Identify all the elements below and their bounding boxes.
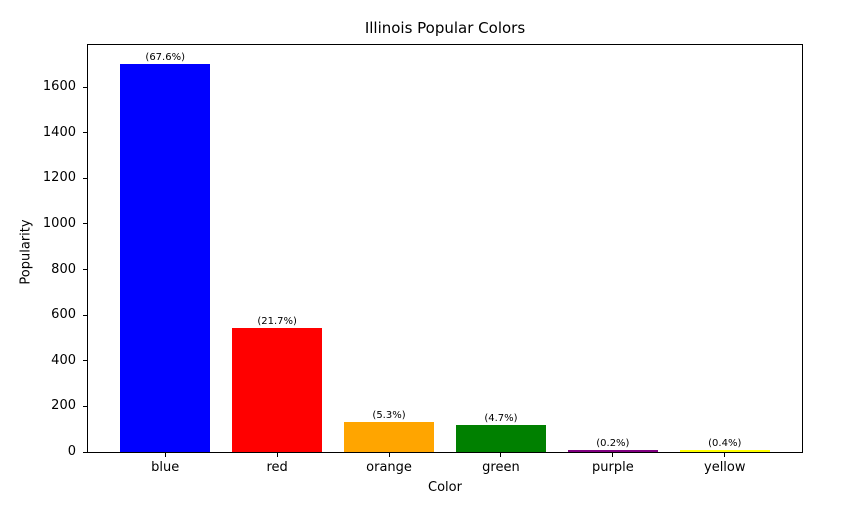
x-tick-label: orange	[366, 460, 412, 475]
bar-yellow	[680, 449, 770, 452]
y-tick-label: 800	[51, 261, 76, 277]
x-tick-mark	[276, 453, 278, 457]
y-tick-label: 0	[67, 444, 76, 459]
x-tick-mark	[612, 453, 614, 457]
chart-title: Illinois Popular Colors	[364, 19, 526, 37]
y-tick-label: 200	[51, 398, 76, 414]
y-tick-mark	[83, 269, 87, 271]
y-tick-label: 600	[51, 307, 76, 323]
bar-value-label: (67.6%)	[145, 52, 185, 64]
x-tick-mark	[500, 453, 502, 457]
y-tick-label: 1000	[42, 215, 76, 231]
y-tick-mark	[83, 132, 87, 134]
bar-value-label: (21.7%)	[257, 315, 297, 327]
y-tick-mark	[83, 86, 87, 88]
y-tick-mark	[83, 360, 87, 362]
y-tick-mark	[83, 314, 87, 316]
bar-value-label: (0.4%)	[708, 437, 742, 449]
plot-area: 0 200 400 600 800 1000 1200 1400 1600 (67.6%) blue…	[43, 44, 803, 475]
y-tick-label: 1200	[42, 170, 76, 186]
y-tick-mark	[83, 223, 87, 225]
y-tick-mark	[83, 177, 87, 179]
y-tick-mark	[83, 405, 87, 407]
x-tick-label: purple	[592, 460, 634, 475]
x-axis-label: Color	[428, 480, 462, 495]
bar-value-label: (4.7%)	[484, 413, 518, 425]
bar-orange	[344, 421, 434, 452]
x-tick-mark	[164, 453, 166, 457]
x-tick-mark	[388, 453, 390, 457]
bar-green	[456, 425, 546, 452]
y-tick-label: 1600	[42, 79, 76, 95]
y-tick-mark	[83, 451, 87, 453]
bar-value-label: (0.2%)	[596, 438, 630, 449]
x-tick-label: red	[266, 460, 288, 475]
bar-red	[232, 327, 322, 452]
x-tick-label: yellow	[704, 460, 746, 475]
bar-purple	[568, 450, 658, 452]
bar-blue	[120, 64, 210, 452]
y-tick-label: 400	[51, 352, 76, 368]
x-tick-mark	[724, 453, 726, 457]
x-tick-label: green	[482, 460, 520, 475]
x-tick-label: blue	[151, 460, 180, 475]
y-tick-label: 1400	[42, 124, 76, 140]
bar-value-label: (5.3%)	[372, 409, 406, 421]
